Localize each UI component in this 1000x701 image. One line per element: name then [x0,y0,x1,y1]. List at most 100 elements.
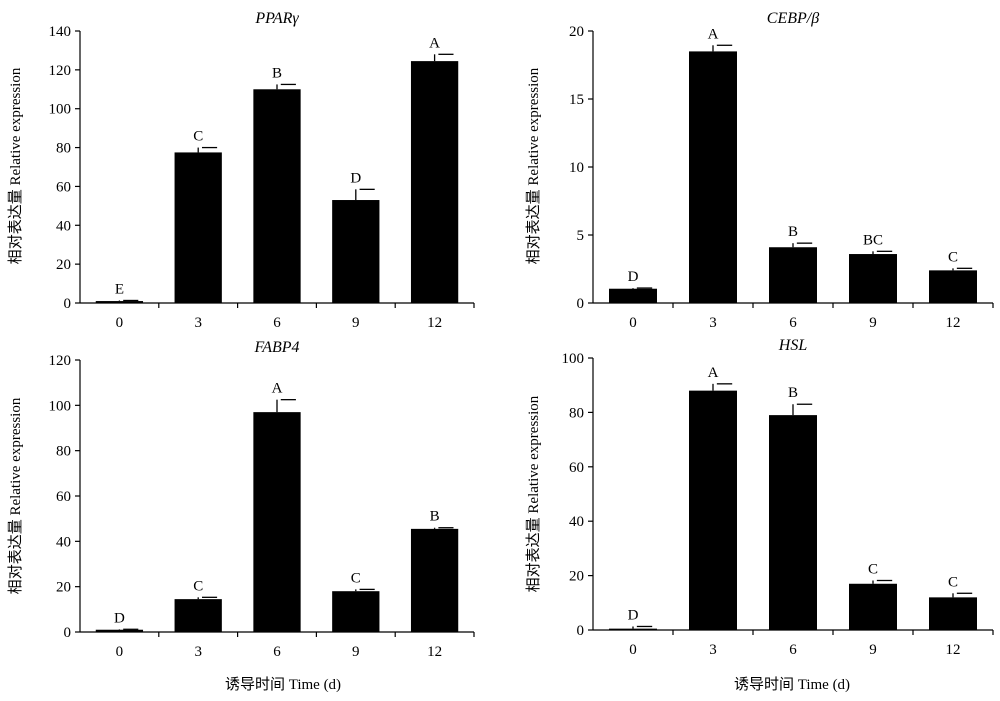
y-tick-label: 80 [56,141,71,157]
y-tick-label: 20 [569,569,584,585]
y-tick-label: 0 [577,623,585,639]
bar [689,51,737,304]
x-tick-label: 0 [116,644,124,660]
y-tick-label: 60 [569,460,584,476]
significance-letter: C [948,574,958,590]
bar [174,152,222,303]
bar [253,89,301,304]
y-tick-label: 20 [56,257,71,273]
x-tick-label: 9 [869,642,877,658]
y-tick-label: 5 [577,228,585,244]
significance-letter: A [708,26,719,42]
x-tick-label: 0 [629,642,637,658]
significance-letter: D [350,170,361,186]
y-tick-label: 60 [56,179,71,195]
significance-letter: A [272,381,283,397]
x-tick-label: 9 [352,644,360,660]
bar [95,301,144,303]
y-tick-label: 0 [577,296,585,312]
bar [769,415,817,630]
y-tick-label: 140 [49,24,72,40]
y-axis-label: 相对表达量 Relative expression [7,397,24,594]
y-tick-label: 60 [56,489,71,505]
significance-letter: D [114,610,125,626]
y-tick-label: 120 [49,353,72,369]
x-tick-label: 3 [194,315,202,331]
bar [769,247,817,303]
significance-letter: D [628,269,639,285]
significance-letter: C [868,561,878,577]
bar [410,528,459,632]
x-tick-label: 0 [116,315,124,331]
significance-letter: BC [863,232,883,248]
significance-letter: C [351,570,361,586]
bar [689,390,737,630]
x-tick-label: 3 [709,642,717,658]
y-axis-label: 相对表达量 Relative expression [525,67,542,264]
significance-letter: A [708,365,719,381]
y-tick-label: 40 [56,218,71,234]
bar [332,200,380,303]
bar [929,597,977,630]
significance-letter: B [272,65,282,81]
bar [253,412,301,632]
x-tick-label: 9 [869,315,877,331]
panel-title: FABP4 [253,339,299,356]
significance-letter: B [788,224,798,240]
x-axis-label: 诱导时间 Time (d) [734,676,850,693]
significance-letter: D [628,607,639,623]
x-tick-label: 6 [273,644,281,660]
y-tick-label: 100 [49,398,72,414]
y-tick-label: 40 [569,514,584,530]
panel-title: HSL [778,337,808,354]
chart-panel-1: 0 5 10 15 20 0 D 3 A 6 B 9 BC 12 C CEBP/β 相对表达量 Relative… [525,10,994,331]
chart-panel-2: 0 20 40 60 80 100 120 0 D 3 C 6 A 9 C 12 B FABP4 相对表达量 Rel… [7,339,475,660]
x-tick-label: 12 [946,315,961,331]
significance-letter: B [430,509,440,525]
x-tick-label: 9 [352,315,360,331]
x-tick-label: 3 [194,644,202,660]
x-tick-label: 12 [427,315,442,331]
y-tick-label: 20 [56,580,71,596]
bar [174,599,222,632]
y-tick-label: 100 [49,102,72,118]
y-tick-label: 80 [56,444,71,460]
bar [929,270,977,303]
x-tick-label: 12 [946,642,961,658]
y-tick-label: 10 [569,160,584,176]
panel-title: PPARγ [254,10,299,27]
bar [332,591,380,632]
bar [609,288,657,303]
y-tick-label: 20 [569,24,584,40]
bar [95,629,144,632]
x-tick-label: 0 [629,315,637,331]
y-tick-label: 15 [569,92,584,108]
chart-panel-3: 0 20 40 60 80 100 0 D 3 A 6 B 9 C 12 C HSL 相对表达量 Relative… [525,337,994,658]
bar [849,254,897,303]
chart-panel-0: 0 20 40 60 80 100 120 140 0 E 3 C 6 B 9 D 12 A PPARγ 相对表达量 … [7,10,475,331]
x-tick-label: 6 [273,315,281,331]
y-tick-label: 80 [569,405,584,421]
y-tick-label: 100 [562,351,585,367]
significance-letter: B [788,385,798,401]
x-tick-label: 3 [709,315,717,331]
y-tick-label: 0 [64,625,72,641]
y-tick-label: 0 [64,296,72,312]
x-axis-label: 诱导时间 Time (d) [225,676,341,693]
significance-letter: C [948,249,958,265]
panel-title: CEBP/β [767,10,819,27]
significance-letter: A [429,35,440,51]
significance-letter: C [193,129,203,145]
y-axis-label: 相对表达量 Relative expression [525,395,542,592]
bar [849,583,897,630]
y-tick-label: 40 [56,534,71,550]
significance-letter: C [193,578,203,594]
bar [609,628,657,630]
significance-letter: E [115,281,124,297]
y-tick-label: 120 [49,63,72,79]
x-tick-label: 6 [789,315,797,331]
x-tick-label: 12 [427,644,442,660]
y-axis-label: 相对表达量 Relative expression [7,67,24,264]
x-tick-label: 6 [789,642,797,658]
